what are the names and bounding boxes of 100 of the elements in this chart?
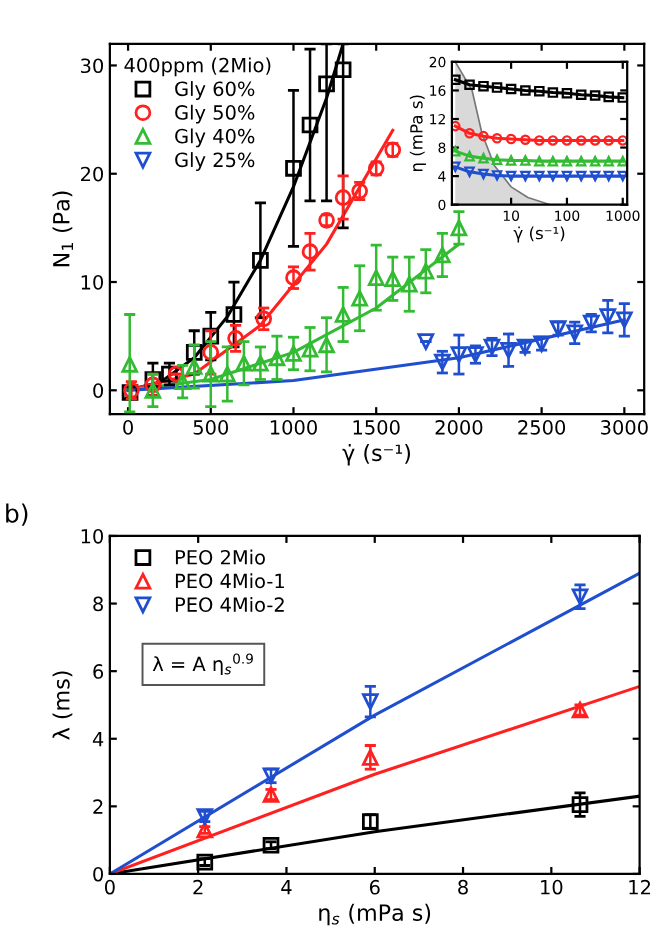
point bbox=[301, 340, 319, 358]
point bbox=[478, 168, 489, 180]
point bbox=[285, 345, 302, 362]
line-series bbox=[451, 120, 628, 146]
x-tick-label: 10 bbox=[541, 879, 563, 895]
y-tick-label: 8 bbox=[93, 596, 103, 612]
point bbox=[561, 155, 573, 167]
point bbox=[616, 311, 633, 329]
point bbox=[235, 354, 253, 372]
x-tick-label: 1000 bbox=[270, 420, 317, 435]
legend-label: Gly 60% bbox=[175, 81, 255, 100]
annotation: λ = A η$_{s}$$^{0.9}$ bbox=[152, 653, 253, 676]
y-tick-label: 0 bbox=[93, 383, 104, 398]
point bbox=[603, 170, 614, 182]
y-axis-title: λ (ms) bbox=[52, 671, 73, 740]
point bbox=[547, 135, 559, 146]
point bbox=[505, 83, 517, 95]
y-tick-label: 10 bbox=[81, 274, 104, 290]
legend-label: Gly 25% bbox=[175, 152, 255, 171]
point bbox=[351, 289, 368, 307]
y-axis-title: η (mPa s) bbox=[409, 95, 426, 172]
point bbox=[575, 89, 587, 100]
y-tick-label: 4 bbox=[92, 731, 104, 747]
point bbox=[450, 346, 468, 363]
y-tick-label: 20 bbox=[81, 166, 104, 182]
point bbox=[334, 61, 352, 79]
point bbox=[500, 341, 517, 359]
x-tick-label: 2000 bbox=[435, 420, 483, 435]
point bbox=[534, 85, 545, 97]
y-tick-label: 10 bbox=[81, 528, 104, 544]
point bbox=[478, 152, 489, 164]
point bbox=[603, 155, 614, 167]
point bbox=[520, 170, 531, 182]
point bbox=[384, 270, 402, 288]
x-tick-label: 3000 bbox=[601, 420, 648, 435]
point bbox=[547, 170, 559, 182]
point bbox=[534, 170, 545, 182]
point bbox=[617, 92, 628, 103]
x-tick-label: 4 bbox=[281, 880, 292, 895]
point bbox=[575, 155, 587, 167]
point bbox=[603, 135, 614, 146]
y-tick-label: 6 bbox=[93, 664, 104, 679]
point bbox=[575, 170, 587, 182]
x-tick-label: 8 bbox=[458, 879, 468, 895]
point bbox=[417, 333, 435, 350]
point bbox=[252, 252, 269, 269]
point bbox=[589, 135, 601, 146]
point bbox=[121, 355, 139, 373]
legend-label: PEO 4Mio-2 bbox=[175, 596, 284, 612]
legend-label: PEO 4Mio-1 bbox=[175, 573, 284, 589]
point bbox=[561, 170, 573, 182]
point bbox=[318, 75, 335, 93]
point bbox=[464, 128, 475, 139]
x-tick-label: 12 bbox=[629, 879, 651, 895]
point bbox=[561, 88, 573, 99]
point bbox=[450, 219, 468, 237]
point bbox=[434, 246, 451, 264]
legend-label: PEO 2Mio bbox=[175, 549, 265, 565]
y-axis-title: N$_{1}$ (Pa) bbox=[52, 191, 74, 267]
point bbox=[196, 853, 214, 871]
point bbox=[285, 159, 302, 177]
x-tick-label: 0 bbox=[104, 879, 115, 895]
point bbox=[400, 275, 418, 293]
point bbox=[599, 308, 617, 325]
point bbox=[491, 154, 503, 165]
point bbox=[603, 91, 614, 103]
point bbox=[520, 85, 531, 96]
x-axis-title: γ̇ (s⁻¹) bbox=[342, 444, 411, 466]
x-axis-title: γ̇ (s⁻¹) bbox=[513, 226, 565, 243]
point bbox=[589, 155, 601, 167]
point bbox=[417, 262, 435, 280]
x-axis-title: η$_{s}$ (mPa s) bbox=[319, 903, 431, 926]
point bbox=[464, 79, 475, 90]
text: b) bbox=[6, 503, 28, 526]
point bbox=[617, 135, 628, 146]
point bbox=[547, 155, 559, 167]
point bbox=[589, 170, 601, 182]
point bbox=[571, 796, 589, 813]
legend-label: Gly 40% bbox=[175, 128, 255, 148]
point bbox=[361, 749, 379, 766]
point bbox=[505, 133, 517, 145]
point bbox=[318, 336, 335, 354]
point bbox=[478, 130, 489, 142]
x-tick-label: 2 bbox=[193, 879, 203, 895]
y-tick-label: 30 bbox=[81, 58, 104, 74]
point bbox=[534, 155, 545, 167]
point bbox=[252, 354, 269, 372]
x-tick-label: 1500 bbox=[353, 420, 400, 435]
point bbox=[174, 373, 191, 390]
point bbox=[520, 155, 531, 166]
point bbox=[262, 836, 280, 854]
point bbox=[301, 116, 319, 134]
legend-title: 400ppm (2Mio) bbox=[124, 57, 271, 77]
point bbox=[534, 135, 545, 146]
legend-label: Gly 50% bbox=[175, 104, 255, 124]
x-tick-label: 2500 bbox=[518, 420, 566, 435]
point bbox=[617, 155, 628, 167]
point bbox=[571, 588, 589, 606]
x-tick-label: 6 bbox=[369, 879, 380, 895]
point bbox=[491, 170, 503, 181]
